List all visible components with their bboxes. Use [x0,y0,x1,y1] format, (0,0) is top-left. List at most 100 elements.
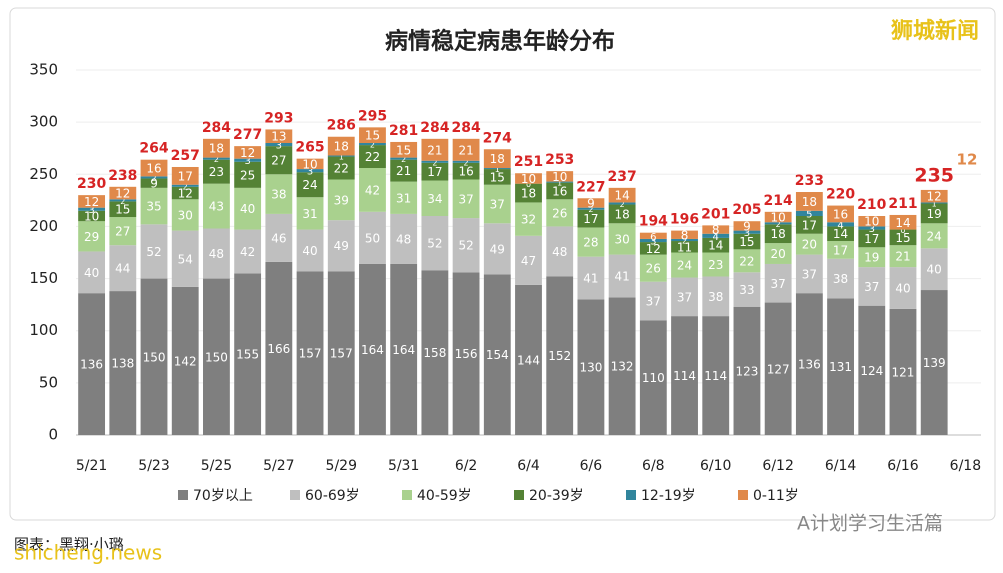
data-label: 130 [579,361,602,375]
bar-segment [327,271,355,435]
legend-swatch [178,490,188,500]
data-label: 50 [365,231,380,245]
total-label: 205 [732,202,761,218]
bar-segment [671,316,698,435]
bar-segment [827,298,854,435]
y-tick-label: 150 [29,269,58,287]
bar-segment [858,247,886,268]
bar-segment [920,223,948,249]
data-label: 20 [771,247,786,261]
data-label: 29 [84,230,99,244]
total-label: 251 [514,154,543,170]
bar-segment [296,172,324,198]
bar-segment [827,226,854,242]
data-label: 5 [806,209,812,220]
data-label: 2 [120,197,125,206]
data-label: 44 [115,262,130,276]
data-label: 26 [646,262,661,276]
bar-segment [452,138,480,161]
legend-label: 0-11岁 [753,488,799,504]
data-label: 40 [302,244,317,258]
data-label: 1 [495,165,500,174]
bar-segment [827,258,854,299]
bar-segment [78,293,106,435]
bar-segment [671,230,698,239]
data-label: 15 [365,129,380,143]
legend-label: 12-19岁 [641,488,696,504]
total-label: 284 [420,120,449,136]
bar-segment [452,272,480,435]
bar-segment [359,168,386,212]
data-label: 15 [739,235,754,249]
data-label: 37 [771,277,786,291]
data-label: 16 [833,207,848,221]
data-label: 49 [334,239,349,253]
bar-segment [889,245,917,268]
bar-segment [858,216,886,227]
bar-segment [265,213,293,262]
bar-segment [234,273,262,435]
data-label: 21 [396,164,411,178]
data-label: 41 [614,269,629,283]
data-label: 3 [307,167,313,178]
data-label: 22 [334,162,349,176]
total-label: 230 [77,176,106,192]
data-label: 14 [708,239,723,253]
x-tick-label: 6/18 [950,458,981,474]
data-label: 24 [927,229,942,243]
bar-segment [171,286,199,435]
data-label: 40 [240,202,255,216]
data-label: 40 [895,281,910,295]
data-label: 3 [244,156,250,167]
data-label: 8 [712,223,720,237]
data-label: 6 [650,232,656,243]
bar-segment [889,267,917,309]
y-tick-label: 250 [29,165,58,183]
bar-segment [390,181,418,214]
data-label: 136 [798,358,821,372]
bar-segment [483,223,511,275]
data-label: 157 [299,347,322,361]
bar-segment [421,160,449,163]
bar-segment [515,235,542,285]
data-label: 41 [583,272,598,286]
bar-segment [764,302,792,435]
data-label: 11 [677,240,692,254]
data-label: 2 [776,220,781,229]
data-label: 12 [115,187,130,201]
bar-segment [702,237,730,253]
bar-segment [546,199,574,227]
bar-segment [795,192,823,211]
data-label: 3 [869,224,875,235]
data-label: 54 [178,252,193,266]
bar-segment [390,141,418,158]
bar-segment [795,293,823,435]
data-label: 9 [587,196,595,210]
y-tick-label: 50 [39,373,58,391]
bar-segment [109,217,137,246]
bar-segment [109,245,137,292]
bar-segment [764,211,792,223]
bar-segment [390,157,418,160]
data-label: 27 [115,225,130,239]
bar-segment [795,233,823,255]
data-label: 40 [927,263,942,277]
data-label: 16 [458,165,473,179]
x-tick-label: 6/12 [762,458,793,474]
total-label: 220 [826,187,855,203]
bar-segment [577,299,605,435]
x-tick-label: 5/23 [138,458,169,474]
bar-segment [109,201,137,218]
data-label: 22 [365,150,380,164]
bar-segment [639,281,667,321]
data-label: 42 [365,183,380,197]
bar-segment [140,278,168,435]
bar-segment [296,158,324,170]
y-tick-label: 100 [29,321,58,339]
bar-segment [452,160,480,163]
data-label: 3 [650,237,656,248]
bar-segment [109,291,137,435]
total-label: 253 [545,152,574,168]
bar-segment [78,207,106,211]
data-label: 10 [521,172,536,186]
